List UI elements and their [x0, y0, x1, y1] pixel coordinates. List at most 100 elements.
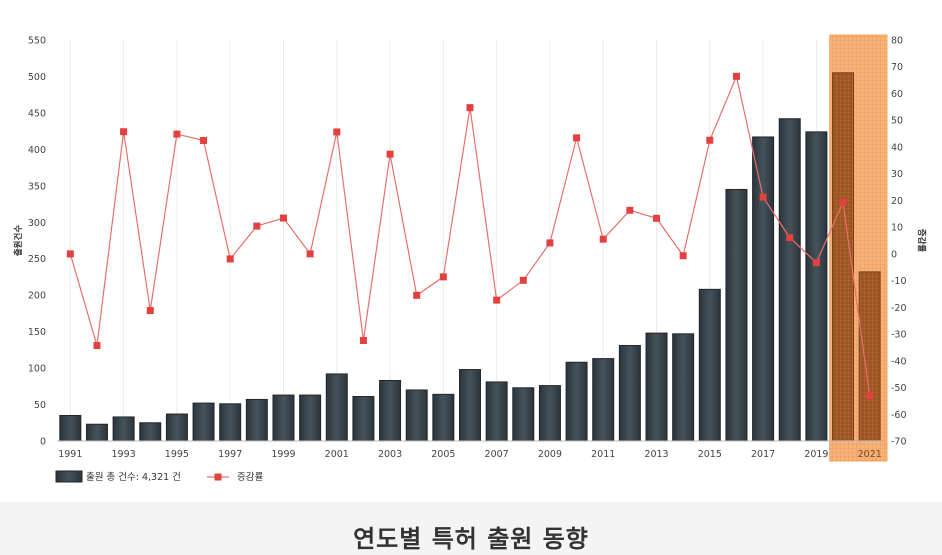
bar [698, 288, 721, 442]
bar [299, 394, 322, 442]
x-tick-label: 2009 [538, 449, 562, 460]
x-tick-label: 2003 [378, 449, 402, 460]
bar [245, 398, 268, 442]
bar [59, 414, 82, 442]
y2-tick-label: 20 [891, 196, 903, 207]
bar [272, 394, 295, 442]
x-tick-label: 2007 [485, 449, 509, 460]
y2-tick-label: -10 [891, 276, 907, 287]
y2-tick-label: -20 [891, 303, 907, 314]
y2-tick-label: -70 [891, 437, 907, 448]
growth-rate-point [279, 214, 287, 222]
growth-rate-point [706, 136, 714, 144]
growth-rate-point [653, 214, 661, 222]
growth-rate-point [732, 72, 740, 80]
bar [165, 413, 188, 442]
y-tick-label: 200 [28, 291, 46, 302]
legend-bar-swatch [55, 470, 83, 483]
y-axis-title: 출원건수 [13, 225, 24, 256]
bar [538, 385, 561, 442]
legend-bar-label: 출원 총 건수: 4,321 건 [86, 472, 181, 483]
y-tick-label: 50 [34, 400, 46, 411]
x-tick-label: 2017 [751, 449, 775, 460]
legend-line-label: 증감률 [237, 471, 263, 483]
y2-tick-label: 70 [891, 62, 903, 73]
growth-rate-point [333, 128, 341, 136]
y-tick-label: 350 [28, 181, 46, 192]
bar [805, 131, 828, 442]
x-tick-label: 2015 [698, 449, 722, 460]
y2-tick-label: -40 [891, 356, 907, 367]
y2-tick-label: 50 [891, 116, 903, 127]
growth-rate-point [66, 250, 74, 258]
y-tick-label: 500 [28, 72, 46, 83]
bar [85, 423, 108, 442]
growth-rate-line [69, 74, 871, 396]
y2-tick-label: 60 [891, 89, 903, 100]
y2-tick-label: 0 [891, 249, 897, 260]
x-tick-label: 1993 [112, 449, 136, 460]
x-tick-label: 2021 [858, 449, 882, 460]
chart-caption: 연도별 특허 출원 동향 [353, 525, 589, 553]
growth-rate-point [866, 392, 874, 400]
bar [485, 381, 508, 442]
y-tick-label: 100 [28, 364, 46, 375]
bar [592, 358, 615, 442]
bar [405, 389, 428, 442]
y2-tick-label: 80 [891, 36, 903, 47]
bar [618, 344, 641, 442]
bar [379, 379, 402, 442]
growth-rate-point [466, 104, 474, 112]
bar [219, 403, 242, 442]
growth-rate-point [626, 206, 634, 214]
bar [725, 188, 748, 442]
growth-rate-point [93, 342, 101, 350]
bar [672, 333, 695, 442]
x-tick-label: 2013 [644, 449, 668, 460]
growth-rate-point [120, 128, 128, 136]
bar [459, 369, 481, 442]
bar [139, 422, 162, 442]
y-tick-label: 400 [28, 145, 46, 156]
y2-tick-label: 40 [891, 142, 903, 153]
y-tick-label: 0 [40, 437, 46, 448]
y2-tick-label: 10 [891, 223, 903, 234]
x-tick-label: 2005 [431, 449, 455, 460]
growth-rate-point [493, 296, 501, 304]
x-tick-label: 1991 [58, 449, 82, 460]
y2-axis-title: 증감률 [916, 229, 927, 253]
bar [565, 361, 588, 442]
bar [512, 387, 535, 442]
x-tick-label: 1999 [271, 449, 295, 460]
y2-tick-label: -30 [891, 330, 907, 341]
y2-tick-label: 30 [891, 169, 903, 180]
bar [645, 332, 668, 442]
x-tick-label: 1997 [218, 449, 242, 460]
growth-rate-point [759, 193, 767, 201]
bar [778, 118, 801, 442]
growth-rate-point [226, 255, 234, 263]
bar [325, 373, 348, 442]
bar [432, 393, 455, 442]
bar [192, 402, 215, 442]
growth-rate-point [359, 336, 367, 344]
x-tick-label: 2019 [804, 449, 828, 460]
x-tick-label: 1995 [165, 449, 189, 460]
growth-rate-point [386, 150, 394, 158]
growth-rate-point [679, 252, 687, 260]
bar [352, 396, 375, 442]
y2-tick-label: -60 [891, 410, 907, 421]
growth-rate-point [599, 235, 607, 243]
growth-rate-point [812, 259, 820, 267]
growth-rate-point [786, 234, 794, 242]
x-tick-label: 2011 [591, 449, 615, 460]
x-tick-label: 2001 [325, 449, 349, 460]
growth-rate-point [173, 130, 181, 138]
growth-rate-point [573, 134, 581, 142]
bar [858, 271, 881, 442]
bar [752, 136, 775, 442]
growth-rate-point [413, 291, 421, 299]
growth-rate-point [839, 198, 847, 206]
y-tick-label: 300 [28, 218, 46, 229]
